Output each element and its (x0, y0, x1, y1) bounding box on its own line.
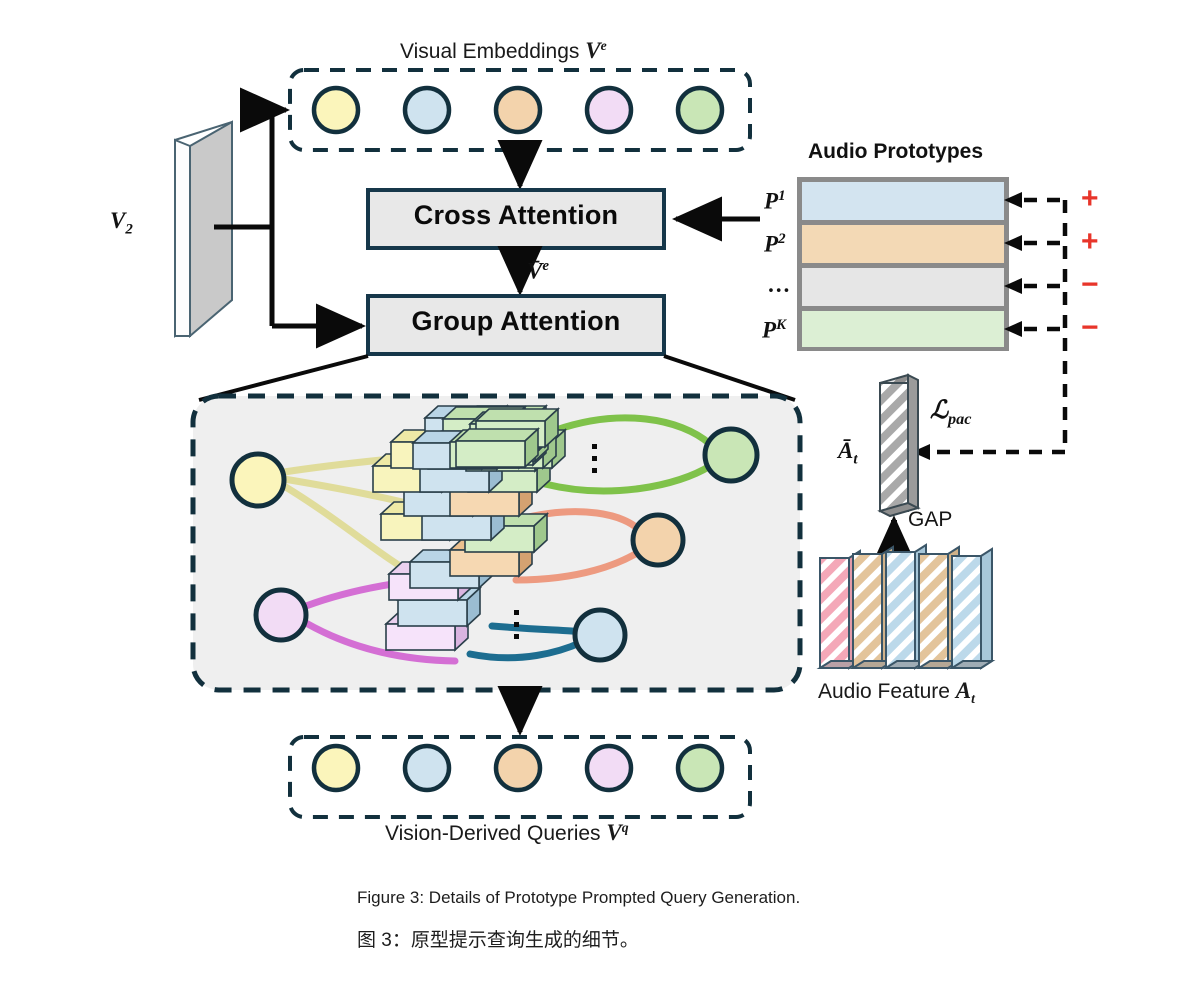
audio-prototypes-table (797, 177, 1009, 351)
vbar-label: V̄e (527, 258, 549, 284)
group-attention-block-stack (370, 404, 568, 652)
prototype-label-4: PK (762, 317, 787, 343)
prototype-label-2: P2 (764, 231, 786, 257)
visual-embeddings-container (288, 68, 752, 152)
visual-embedding-tokens (311, 85, 725, 135)
visual-embeddings-symbol: V (585, 38, 601, 63)
cross-attention-box[interactable] (366, 188, 666, 250)
prototype-sign-1: + (1081, 182, 1099, 215)
audio-prototypes-title: Audio Prototypes (808, 140, 984, 163)
vision-derived-query-tokens (311, 743, 725, 793)
prototype-supervision-bus (930, 197, 1068, 455)
audio-feature-bars (816, 543, 996, 670)
prototype-sign-3: − (1081, 268, 1099, 301)
vision-derived-queries-title: Vision-Derived Queries Vq (385, 820, 629, 845)
prototype-sign-2: + (1081, 225, 1099, 258)
visual-embeddings-title: Visual Embeddings Ve (400, 38, 607, 63)
input-feature-label: V2 (110, 208, 133, 238)
prototype-supervision-arrowheads (912, 192, 1022, 460)
loss-label: ℒpac (930, 397, 972, 428)
visual-embeddings-superscript: e (600, 38, 607, 53)
audio-feature-label: Audio Feature At (818, 678, 975, 707)
input-feature-slab (174, 120, 233, 339)
pooled-audio-vector (877, 373, 921, 518)
prototype-sign-4: − (1081, 311, 1099, 344)
group-node-circles (229, 426, 760, 663)
gap-label: GAP (908, 508, 953, 531)
group-attention-label: Group Attention (411, 306, 621, 336)
group-attention-box[interactable] (366, 294, 666, 356)
figure-caption-en: Figure 3: Details of Prototype Prompted … (357, 888, 801, 907)
cross-attention-label: Cross Attention (413, 200, 619, 230)
detail-expander-lines (198, 354, 796, 402)
pooled-audio-label: Āt (838, 438, 858, 468)
figure-caption-zh: 图 3：原型提示查询生成的细节。 (357, 930, 639, 951)
panel-ellipsis-dots (514, 444, 597, 639)
prototype-label-3: … (768, 272, 791, 297)
input-routing-lines (214, 87, 367, 349)
vision-derived-queries-container (288, 735, 752, 819)
prototype-label-1: P1 (764, 188, 786, 214)
